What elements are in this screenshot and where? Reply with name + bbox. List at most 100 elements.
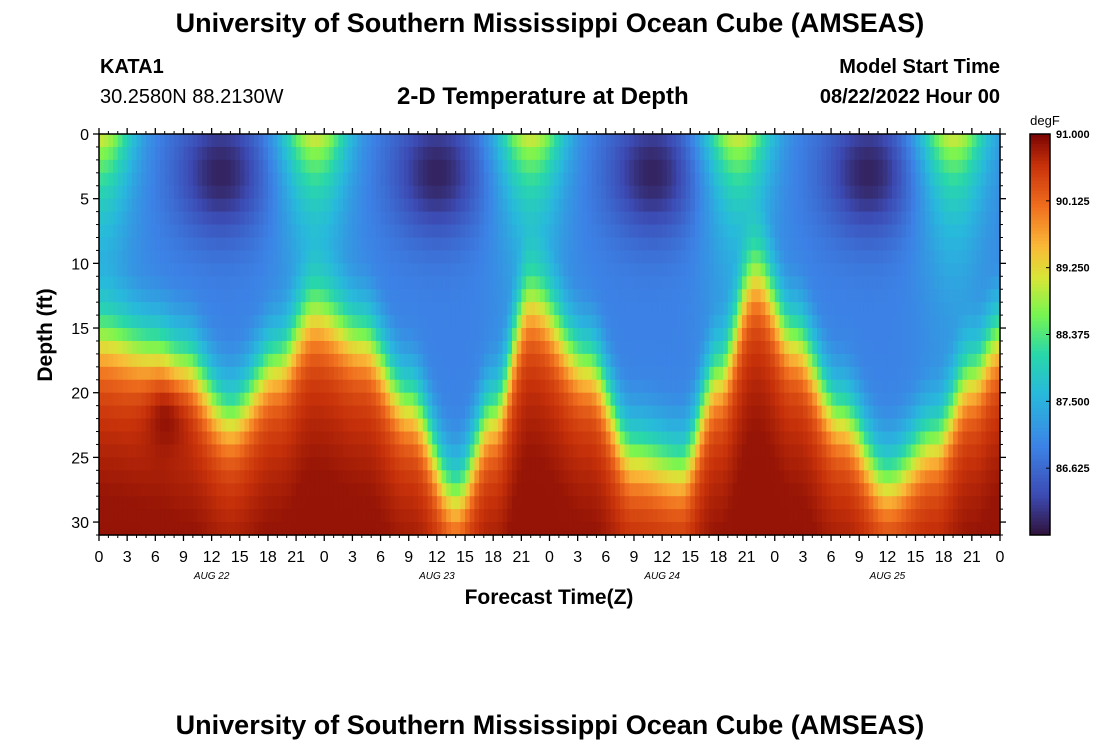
heatmap-cell: [558, 276, 565, 290]
heatmap-cell: [760, 457, 766, 471]
heatmap-cell: [263, 211, 269, 226]
heatmap-cell: [343, 457, 349, 471]
heatmap-cell: [155, 211, 161, 226]
heatmap-cell: [408, 431, 415, 446]
heatmap-cell: [676, 353, 682, 368]
heatmap-cell: [699, 366, 705, 381]
heatmap-cell: [300, 366, 307, 381]
heatmap-cell: [192, 405, 199, 420]
heatmap-cell: [493, 379, 499, 394]
heatmap-cell: [760, 159, 766, 174]
heatmap-cell: [150, 418, 156, 433]
heatmap-cell: [751, 418, 757, 433]
heatmap-cell: [343, 328, 349, 342]
heatmap-cell: [896, 418, 903, 433]
heatmap-cell: [985, 237, 992, 252]
heatmap-cell: [906, 276, 912, 290]
heatmap-cell: [291, 340, 297, 355]
heatmap-cell: [962, 366, 968, 381]
heatmap-cell: [859, 379, 865, 394]
heatmap-cell: [732, 211, 738, 226]
heatmap-cell: [380, 405, 386, 420]
heatmap-cell: [141, 224, 147, 239]
heatmap-cell: [319, 172, 325, 187]
heatmap-cell: [282, 457, 288, 471]
heatmap-cell: [291, 353, 297, 368]
heatmap-cell: [577, 418, 583, 433]
heatmap-cell: [605, 392, 612, 407]
heatmap-cell: [746, 237, 752, 252]
heatmap-cell: [122, 315, 128, 329]
heatmap-cell: [113, 457, 119, 471]
heatmap-cell: [544, 315, 551, 329]
heatmap-cell: [915, 289, 921, 303]
heatmap-cell: [296, 379, 302, 394]
heatmap-cell: [244, 185, 250, 200]
heatmap-cell: [314, 224, 321, 239]
heatmap-cell: [455, 237, 461, 252]
heatmap-cell: [554, 159, 560, 174]
heatmap-cell: [197, 185, 203, 200]
heatmap-cell: [230, 392, 236, 407]
heatmap-cell: [835, 340, 842, 355]
heatmap-cell: [497, 146, 504, 161]
heatmap-cell: [723, 276, 729, 290]
heatmap-cell: [713, 392, 720, 407]
heatmap-cell: [690, 276, 696, 290]
heatmap-cell: [812, 250, 818, 264]
heatmap-cell: [770, 211, 776, 226]
heatmap-cell: [577, 237, 583, 252]
heatmap-cell: [521, 134, 527, 148]
heatmap-cell: [249, 159, 255, 174]
heatmap-cell: [235, 198, 241, 213]
heatmap-cell: [357, 276, 363, 290]
heatmap-cell: [558, 328, 565, 342]
heatmap-cell: [971, 418, 978, 433]
heatmap-cell: [389, 379, 396, 394]
heatmap-cell: [995, 340, 1001, 355]
heatmap-cell: [235, 353, 241, 368]
heatmap-cell: [380, 185, 386, 200]
heatmap-cell: [192, 379, 199, 394]
heatmap-cell: [521, 172, 527, 187]
heatmap-cell: [291, 366, 297, 381]
heatmap-cell: [225, 211, 231, 226]
heatmap-cell: [854, 457, 860, 471]
heatmap-cell: [648, 263, 654, 277]
heatmap-cell: [723, 198, 729, 213]
heatmap-cell: [882, 134, 888, 148]
heatmap-cell: [723, 405, 729, 420]
heatmap-cell: [131, 159, 138, 174]
heatmap-cell: [821, 444, 827, 458]
heatmap-cell: [526, 198, 532, 213]
heatmap-cell: [155, 328, 161, 342]
heatmap-cell: [361, 457, 368, 471]
heatmap-cell: [943, 146, 949, 161]
heatmap-cell: [399, 418, 405, 433]
heatmap-cell: [418, 211, 424, 226]
heatmap-cell: [812, 353, 818, 368]
heatmap-cell: [821, 302, 827, 316]
heatmap-cell: [328, 444, 335, 458]
heatmap-cell: [652, 250, 659, 264]
heatmap-cell: [938, 224, 945, 239]
heatmap-cell: [826, 134, 832, 148]
heatmap-cell: [812, 302, 818, 316]
heatmap-cell: [831, 353, 837, 368]
heatmap-cell: [849, 224, 856, 239]
heatmap-cell: [835, 276, 842, 290]
heatmap-cell: [985, 172, 992, 187]
heatmap-cell: [591, 198, 598, 213]
heatmap-cell: [380, 198, 386, 213]
heatmap-cell: [995, 418, 1001, 433]
heatmap-cell: [375, 134, 382, 148]
heatmap-cell: [333, 237, 339, 252]
heatmap-cell: [516, 353, 522, 368]
heatmap-cell: [404, 366, 410, 381]
heatmap-cell: [746, 134, 752, 148]
heatmap-cell: [779, 263, 785, 277]
heatmap-cell: [408, 159, 415, 174]
heatmap-cell: [713, 302, 720, 316]
heatmap-cell: [352, 134, 358, 148]
heatmap-cell: [591, 340, 598, 355]
